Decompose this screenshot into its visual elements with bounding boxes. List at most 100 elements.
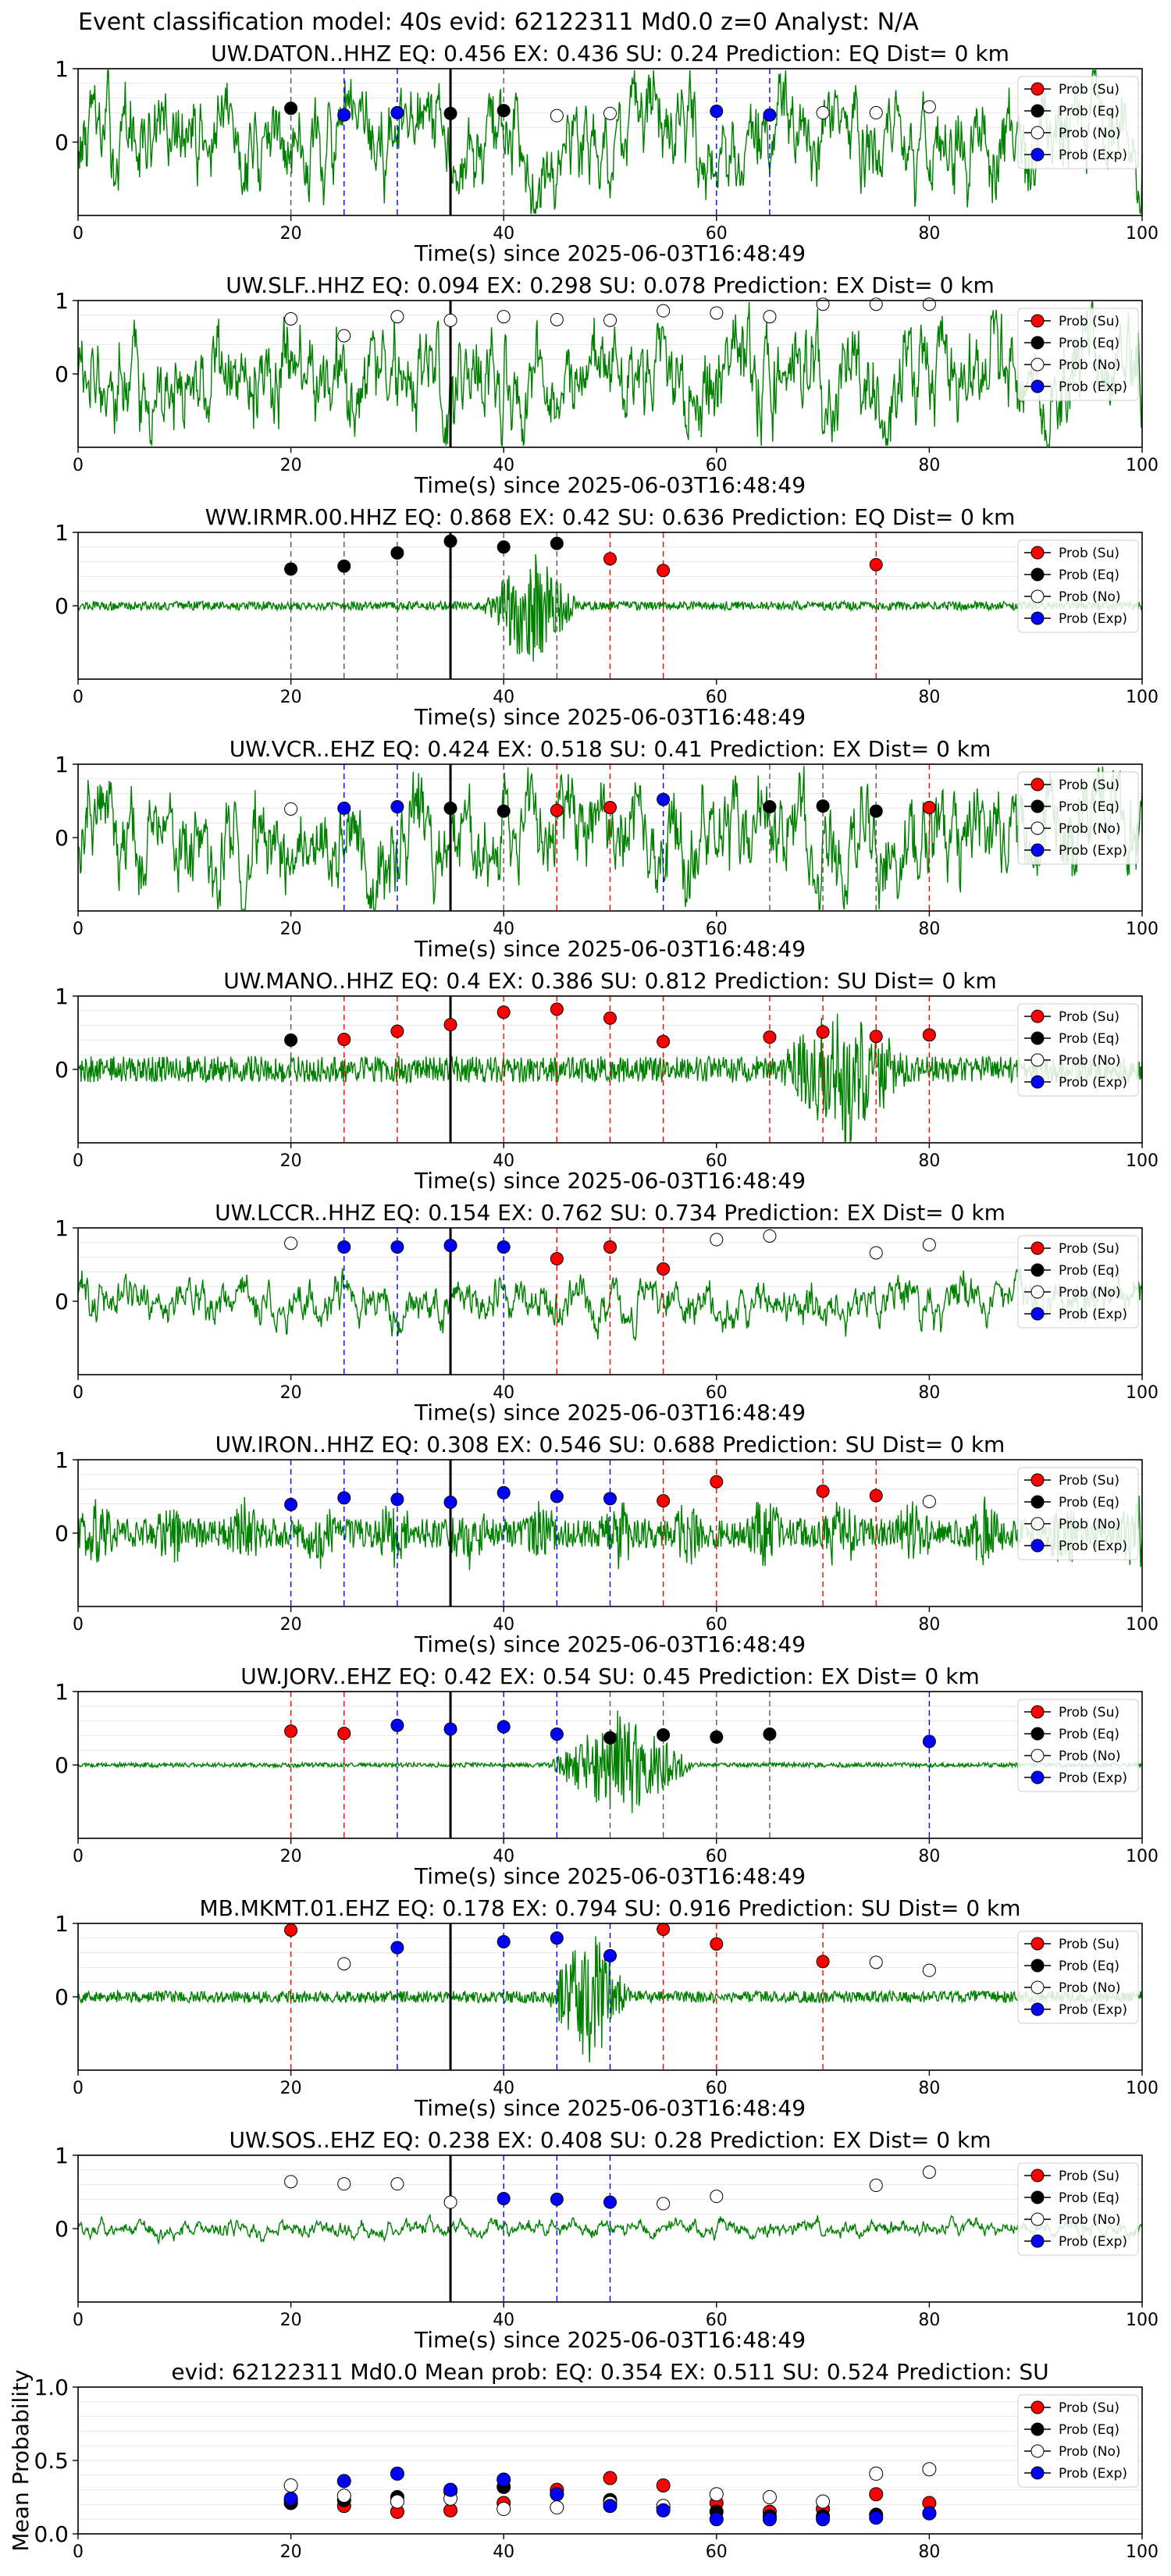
legend-box [1017, 308, 1139, 401]
prob-marker-su [922, 1028, 936, 1042]
legend-marker-exp [1030, 843, 1045, 857]
prob-marker-exp [603, 2195, 617, 2209]
y-tick-label: 0 [55, 593, 69, 619]
legend-marker-eq [1030, 2422, 1045, 2436]
legend-marker-exp [1030, 1770, 1045, 1784]
prob-marker-exp [390, 1240, 404, 1254]
prob-marker-no [497, 310, 511, 324]
legend-marker-exp [1030, 1539, 1045, 1553]
prob-marker-no [550, 312, 564, 326]
y-tick-label: 1 [55, 1447, 69, 1473]
x-tick-label: 0 [73, 2542, 84, 2562]
prob-marker-exp [443, 1239, 457, 1253]
x-axis-label: Time(s) since 2025-06-03T16:48:49 [414, 240, 806, 266]
panel-title: MB.MKMT.01.EHZ EQ: 0.178 EX: 0.794 SU: 0… [199, 1895, 1020, 1921]
legend-marker-su [1030, 2400, 1045, 2414]
x-tick-label: 40 [493, 920, 514, 939]
x-tick-label: 40 [493, 1151, 514, 1171]
waveform-trace [77, 766, 1143, 910]
y-tick-label: 1 [55, 1911, 69, 1937]
x-tick-label: 80 [918, 224, 940, 244]
prob-marker-su [550, 1002, 564, 1016]
x-tick-label: 100 [1126, 1615, 1159, 1635]
prob-marker-su [869, 1030, 883, 1044]
legend-label-exp: Prob (Exp) [1059, 379, 1127, 395]
prob-marker-eq [284, 101, 298, 116]
legend-label-eq: Prob (Eq) [1059, 104, 1119, 119]
legend-label-eq: Prob (Eq) [1059, 1727, 1119, 1742]
prob-marker-exp [390, 1493, 404, 1507]
legend-label-exp: Prob (Exp) [1059, 843, 1127, 859]
x-axis-label: Time(s) since 2025-06-03T16:48:49 [414, 472, 806, 498]
prob-marker-exp [497, 1935, 511, 1948]
legend-label-eq: Prob (Eq) [1059, 2422, 1119, 2438]
legend-marker-su [1030, 1473, 1045, 1487]
x-tick-label: 0 [73, 1151, 84, 1171]
x-tick-label: 20 [280, 1151, 302, 1171]
legend-marker-su [1030, 1241, 1045, 1255]
waveform-trace [77, 1267, 1143, 1341]
mean-marker-exp [603, 2499, 618, 2514]
prob-marker-eq [443, 106, 457, 120]
panel-title: UW.IRON..HHZ EQ: 0.308 EX: 0.546 SU: 0.6… [215, 1432, 1005, 1457]
mean-marker-exp [869, 2510, 884, 2525]
legend-marker-eq [1030, 104, 1045, 118]
prob-marker-exp [284, 1497, 298, 1511]
legend-label-su: Prob (Su) [1059, 314, 1119, 329]
legend-label-exp: Prob (Exp) [1059, 2466, 1127, 2482]
panel-title: WW.IRMR.00.HHZ EQ: 0.868 EX: 0.42 SU: 0.… [205, 504, 1016, 530]
legend-label-no: Prob (No) [1059, 1749, 1121, 1764]
prob-marker-su [603, 800, 617, 814]
waveform-trace [77, 1013, 1143, 1144]
legend-box [1017, 76, 1139, 169]
prob-marker-eq [763, 800, 777, 814]
x-tick-label: 100 [1126, 2542, 1159, 2562]
prob-marker-no [657, 2197, 671, 2211]
panel-title: UW.SLF..HHZ EQ: 0.094 EX: 0.298 SU: 0.07… [226, 272, 995, 298]
prob-marker-no [869, 297, 883, 311]
legend-marker-no [1030, 2444, 1045, 2458]
x-tick-label: 80 [918, 2542, 940, 2562]
x-tick-label: 80 [918, 2311, 940, 2330]
x-tick-label: 100 [1126, 688, 1159, 707]
prob-marker-no [603, 313, 617, 327]
prob-marker-no [390, 310, 404, 324]
waveform-trace [77, 2214, 1143, 2246]
legend-label-exp: Prob (Exp) [1059, 2234, 1127, 2250]
legend-label-eq: Prob (Eq) [1059, 1263, 1119, 1279]
legend-label-su: Prob (Su) [1059, 1473, 1119, 1489]
legend: Prob (Su) Prob (Eq) Prob (No) Prob (Exp) [1017, 1930, 1139, 2024]
y-tick-label: 0 [55, 1984, 69, 2010]
prob-marker-su [284, 1923, 298, 1937]
prob-marker-exp [550, 1931, 564, 1945]
y-tick-label: 1 [55, 520, 69, 546]
prob-marker-su [337, 1727, 351, 1741]
prob-marker-exp [497, 1240, 511, 1254]
y-tick-label: 0 [55, 1057, 69, 1083]
legend-marker-no [1030, 1980, 1045, 1994]
y-tick-label: 0.5 [34, 2448, 69, 2474]
prob-marker-exp [443, 1496, 457, 1510]
legend-label-eq: Prob (Eq) [1059, 1031, 1119, 1047]
prob-marker-exp [763, 108, 777, 122]
x-tick-label: 20 [280, 1847, 302, 1866]
x-tick-label: 20 [280, 456, 302, 475]
prob-marker-no [284, 2175, 298, 2189]
x-tick-label: 80 [918, 2079, 940, 2098]
legend-marker-eq [1030, 1031, 1045, 1045]
prob-marker-su [922, 800, 936, 814]
y-tick-label: 1 [55, 56, 69, 82]
y-tick-label: 0.0 [34, 2521, 69, 2547]
prob-marker-exp [337, 1240, 351, 1254]
legend-marker-exp [1030, 2002, 1045, 2016]
x-tick-label: 100 [1126, 2079, 1159, 2098]
legend-marker-no [1030, 358, 1045, 372]
y-tick-label: 0 [55, 130, 69, 155]
legend-marker-eq [1030, 1727, 1045, 1741]
prob-marker-no [869, 1955, 883, 1969]
legend-label-su: Prob (Su) [1059, 2400, 1119, 2416]
station-panel: UW.VCR..EHZ EQ: 0.424 EX: 0.518 SU: 0.41… [55, 736, 1159, 962]
prob-marker-su [657, 1494, 671, 1508]
legend-box [1017, 1467, 1139, 1560]
legend-label-exp: Prob (Exp) [1059, 1770, 1127, 1786]
